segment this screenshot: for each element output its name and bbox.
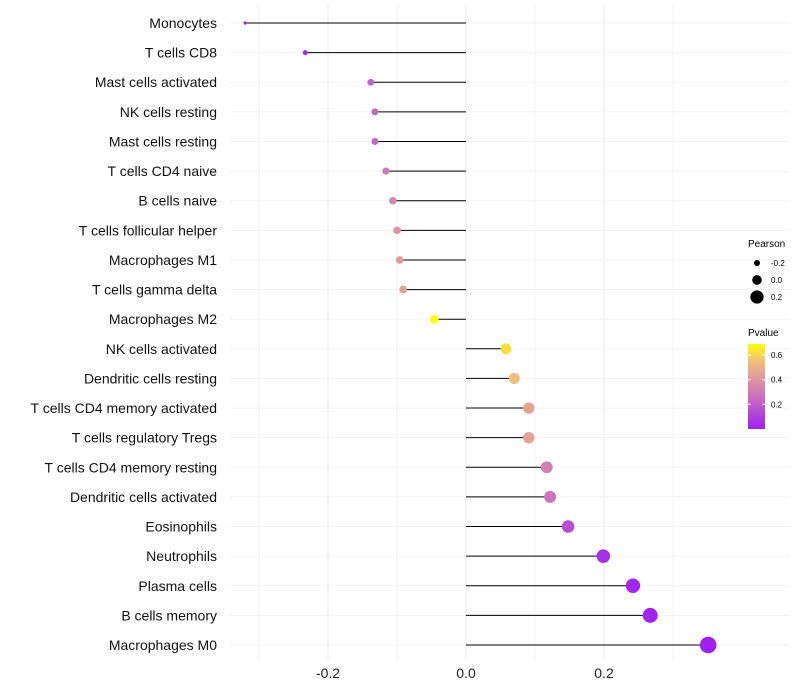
size-legend-key (750, 290, 764, 304)
y-tick-label: Dendritic cells resting (84, 370, 217, 386)
y-tick-label: NK cells activated (106, 341, 217, 357)
x-tick-label: -0.2 (316, 665, 340, 681)
y-tick-label: Mast cells activated (95, 74, 217, 90)
color-legend-label: 0.2 (771, 400, 783, 409)
color-legend-label: 0.4 (771, 376, 783, 385)
lollipop-point (500, 343, 512, 355)
lollipop-point (399, 285, 408, 294)
size-legend-title: Pearson (748, 239, 785, 250)
lollipop-point (382, 167, 390, 175)
lollipop-point (540, 461, 553, 474)
lollipop-point (544, 490, 557, 503)
lollipop-point (508, 372, 520, 384)
lollipop-point (523, 431, 535, 444)
size-legend-label: -0.2 (771, 259, 785, 268)
size-legend-label: 0.2 (771, 293, 783, 302)
lollipop-point (561, 520, 575, 533)
y-tick-label: Macrophages M1 (109, 252, 217, 268)
lollipop-point (523, 402, 535, 414)
y-tick-label: T cells follicular helper (79, 222, 218, 238)
lollipop-point (596, 549, 611, 563)
y-tick-label: Macrophages M0 (109, 637, 217, 653)
y-tick-label: NK cells resting (120, 104, 217, 120)
y-tick-label: T cells CD4 memory activated (31, 400, 217, 416)
lollipop-point (367, 78, 375, 86)
lollipop-point (371, 137, 379, 145)
x-tick-label: 0.0 (456, 665, 476, 681)
y-tick-label: T cells gamma delta (92, 282, 217, 298)
size-legend-key (753, 259, 761, 267)
y-tick-label: B cells memory (121, 607, 217, 623)
color-legend-title: Pvalue (748, 328, 779, 339)
size-legend-key (752, 275, 762, 285)
y-tick-label: T cells CD8 (145, 45, 217, 61)
lollipop-point (625, 578, 641, 593)
size-legend-label: 0.0 (771, 276, 783, 285)
y-tick-label: T cells regulatory Tregs (72, 430, 217, 446)
x-tick-label: 0.2 (594, 665, 614, 681)
color-legend-label: 0.6 (771, 351, 783, 360)
y-tick-label: Dendritic cells activated (70, 489, 217, 505)
y-tick-label: B cells naive (138, 193, 217, 209)
y-tick-label: Monocytes (149, 15, 217, 31)
lollipop-point (371, 108, 379, 116)
lollipop-point (243, 21, 247, 25)
y-tick-label: Macrophages M2 (109, 311, 217, 327)
lollipop-point (302, 50, 308, 56)
y-tick-label: Neutrophils (146, 548, 217, 564)
lollipop-point (389, 196, 397, 205)
lollipop-point (429, 314, 439, 324)
lollipop-point (642, 607, 658, 623)
color-legend-bar (748, 344, 765, 429)
y-tick-label: Plasma cells (138, 578, 217, 594)
lollipop-point (395, 256, 404, 264)
y-tick-label: Mast cells resting (109, 133, 217, 149)
lollipop-point (393, 226, 401, 235)
y-tick-label: Eosinophils (145, 519, 217, 535)
lollipop-point (699, 636, 717, 654)
y-tick-label: T cells CD4 naive (108, 163, 218, 179)
y-tick-label: T cells CD4 memory resting (45, 459, 217, 475)
